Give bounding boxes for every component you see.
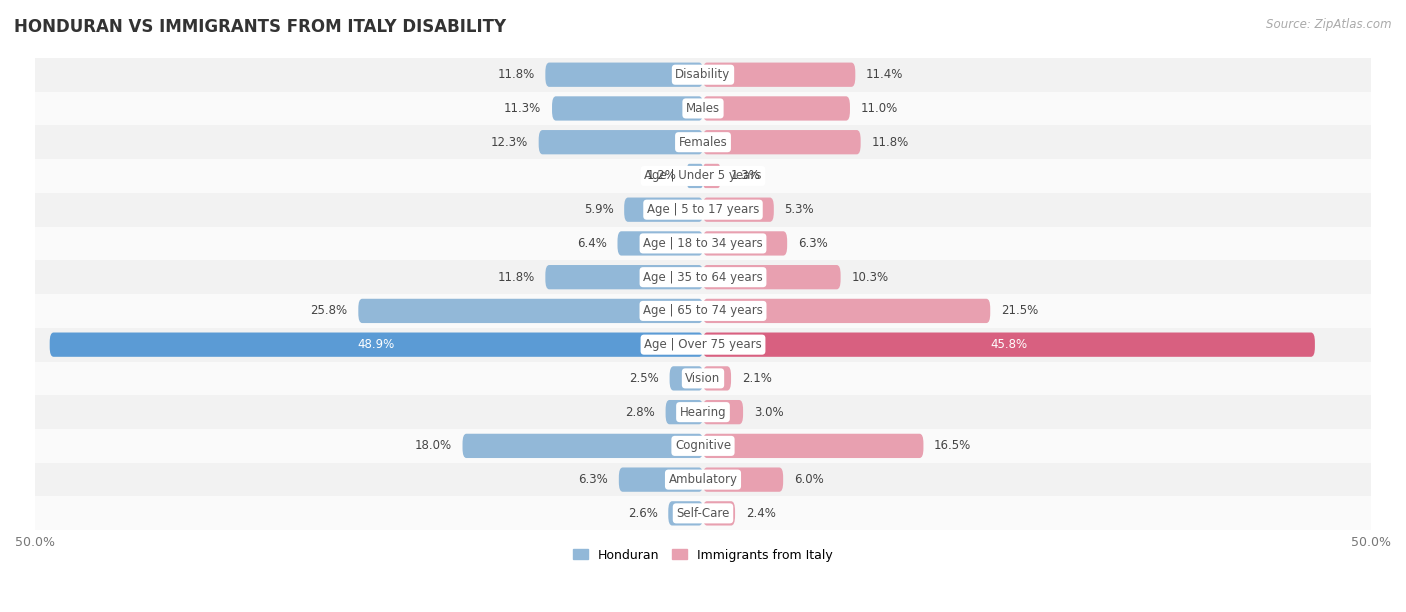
Text: Vision: Vision xyxy=(685,372,721,385)
Text: 6.3%: 6.3% xyxy=(578,473,609,486)
FancyBboxPatch shape xyxy=(359,299,703,323)
Bar xyxy=(35,395,1371,429)
FancyBboxPatch shape xyxy=(703,231,787,256)
Text: 2.8%: 2.8% xyxy=(626,406,655,419)
Bar xyxy=(35,260,1371,294)
Text: 21.5%: 21.5% xyxy=(1001,304,1038,318)
Text: 11.3%: 11.3% xyxy=(505,102,541,115)
FancyBboxPatch shape xyxy=(703,164,720,188)
Text: 45.8%: 45.8% xyxy=(990,338,1028,351)
Text: Age | 5 to 17 years: Age | 5 to 17 years xyxy=(647,203,759,216)
Text: HONDURAN VS IMMIGRANTS FROM ITALY DISABILITY: HONDURAN VS IMMIGRANTS FROM ITALY DISABI… xyxy=(14,18,506,36)
Text: 11.8%: 11.8% xyxy=(498,271,534,284)
Text: Self-Care: Self-Care xyxy=(676,507,730,520)
FancyBboxPatch shape xyxy=(703,366,731,390)
Bar xyxy=(35,328,1371,362)
Text: Disability: Disability xyxy=(675,68,731,81)
FancyBboxPatch shape xyxy=(703,62,855,87)
FancyBboxPatch shape xyxy=(703,434,924,458)
Text: 2.6%: 2.6% xyxy=(627,507,658,520)
Bar xyxy=(35,193,1371,226)
Text: Source: ZipAtlas.com: Source: ZipAtlas.com xyxy=(1267,18,1392,31)
Legend: Honduran, Immigrants from Italy: Honduran, Immigrants from Italy xyxy=(568,543,838,567)
Text: 18.0%: 18.0% xyxy=(415,439,451,452)
FancyBboxPatch shape xyxy=(669,366,703,390)
Text: 2.5%: 2.5% xyxy=(628,372,659,385)
Text: 11.4%: 11.4% xyxy=(866,68,904,81)
Text: 12.3%: 12.3% xyxy=(491,136,529,149)
Text: Females: Females xyxy=(679,136,727,149)
FancyBboxPatch shape xyxy=(546,265,703,289)
Bar xyxy=(35,58,1371,92)
Text: 10.3%: 10.3% xyxy=(851,271,889,284)
FancyBboxPatch shape xyxy=(546,62,703,87)
FancyBboxPatch shape xyxy=(703,299,990,323)
Text: Hearing: Hearing xyxy=(679,406,727,419)
Text: 25.8%: 25.8% xyxy=(311,304,347,318)
Bar xyxy=(35,463,1371,496)
FancyBboxPatch shape xyxy=(624,198,703,222)
Text: 1.3%: 1.3% xyxy=(731,170,761,182)
Text: 16.5%: 16.5% xyxy=(934,439,972,452)
FancyBboxPatch shape xyxy=(665,400,703,424)
FancyBboxPatch shape xyxy=(553,96,703,121)
FancyBboxPatch shape xyxy=(538,130,703,154)
FancyBboxPatch shape xyxy=(668,501,703,526)
Bar xyxy=(35,125,1371,159)
Text: 5.9%: 5.9% xyxy=(583,203,613,216)
Bar xyxy=(35,226,1371,260)
Text: Age | 18 to 34 years: Age | 18 to 34 years xyxy=(643,237,763,250)
Text: 2.4%: 2.4% xyxy=(745,507,776,520)
Bar xyxy=(35,92,1371,125)
Text: 48.9%: 48.9% xyxy=(357,338,395,351)
Bar xyxy=(35,362,1371,395)
FancyBboxPatch shape xyxy=(703,332,1315,357)
FancyBboxPatch shape xyxy=(703,265,841,289)
Text: Ambulatory: Ambulatory xyxy=(668,473,738,486)
Bar xyxy=(35,429,1371,463)
Text: 2.1%: 2.1% xyxy=(742,372,772,385)
FancyBboxPatch shape xyxy=(688,164,703,188)
Text: Age | 35 to 64 years: Age | 35 to 64 years xyxy=(643,271,763,284)
Text: Cognitive: Cognitive xyxy=(675,439,731,452)
FancyBboxPatch shape xyxy=(463,434,703,458)
Text: 6.0%: 6.0% xyxy=(794,473,824,486)
Text: 11.8%: 11.8% xyxy=(498,68,534,81)
Text: 11.8%: 11.8% xyxy=(872,136,908,149)
Bar xyxy=(35,496,1371,530)
FancyBboxPatch shape xyxy=(703,130,860,154)
Bar xyxy=(35,294,1371,328)
Text: 6.3%: 6.3% xyxy=(797,237,828,250)
Text: Age | Under 5 years: Age | Under 5 years xyxy=(644,170,762,182)
Text: 6.4%: 6.4% xyxy=(576,237,607,250)
FancyBboxPatch shape xyxy=(703,400,744,424)
FancyBboxPatch shape xyxy=(703,96,851,121)
FancyBboxPatch shape xyxy=(703,198,773,222)
FancyBboxPatch shape xyxy=(49,332,703,357)
Text: 11.0%: 11.0% xyxy=(860,102,898,115)
Text: Age | 65 to 74 years: Age | 65 to 74 years xyxy=(643,304,763,318)
Text: Males: Males xyxy=(686,102,720,115)
Text: Age | Over 75 years: Age | Over 75 years xyxy=(644,338,762,351)
FancyBboxPatch shape xyxy=(703,468,783,492)
Text: 3.0%: 3.0% xyxy=(754,406,783,419)
FancyBboxPatch shape xyxy=(703,501,735,526)
Text: 5.3%: 5.3% xyxy=(785,203,814,216)
Text: 1.2%: 1.2% xyxy=(647,170,676,182)
FancyBboxPatch shape xyxy=(619,468,703,492)
Bar xyxy=(35,159,1371,193)
FancyBboxPatch shape xyxy=(617,231,703,256)
